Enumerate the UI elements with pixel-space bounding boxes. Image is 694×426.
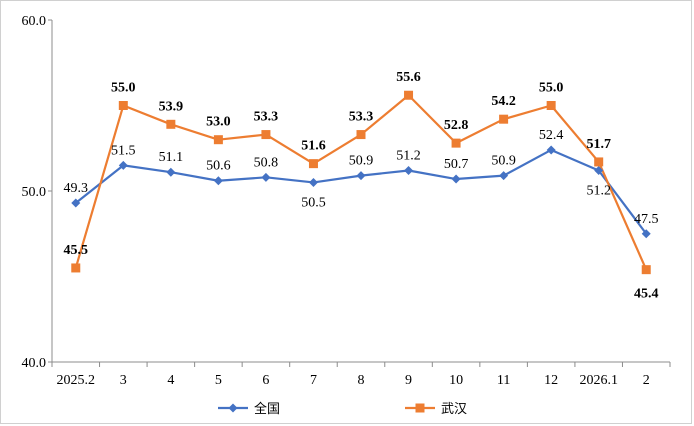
wuhan-data-label: 45.4 (634, 287, 659, 302)
wuhan-data-label: 54.2 (491, 94, 516, 109)
y-tick-label: 50.0 (22, 185, 47, 200)
wuhan-data-label: 51.7 (586, 137, 611, 152)
national-data-point (356, 171, 366, 181)
y-tick-label: 60.0 (22, 14, 47, 29)
x-tick-label: 6 (262, 373, 269, 388)
x-tick-label: 4 (167, 373, 174, 388)
wuhan-data-point (404, 90, 414, 100)
wuhan-data-point (166, 119, 176, 129)
x-tick-label: 7 (310, 373, 317, 388)
wuhan-data-point (213, 135, 223, 145)
national-data-label: 51.2 (586, 183, 611, 198)
national-data-label: 50.5 (301, 195, 326, 210)
wuhan-data-label: 51.6 (301, 139, 326, 154)
national-data-point (594, 165, 604, 175)
national-data-label: 50.7 (444, 157, 469, 172)
wuhan-data-point (71, 263, 81, 273)
national-data-label: 51.2 (396, 148, 421, 163)
wuhan-data-point (261, 130, 271, 140)
national-data-point (261, 172, 271, 182)
wuhan-data-label: 52.8 (444, 118, 469, 133)
national-data-label: 51.5 (111, 143, 136, 158)
national-data-point (546, 145, 556, 155)
wuhan-data-label: 55.0 (539, 81, 564, 96)
national-data-label: 50.9 (349, 154, 374, 169)
national-data-point (404, 165, 414, 175)
wuhan-data-label: 55.6 (396, 70, 421, 85)
wuhan-data-point (308, 159, 318, 169)
national-data-point (451, 174, 461, 184)
wuhan-data-point (641, 265, 651, 275)
national-data-label: 49.3 (64, 181, 89, 196)
wuhan-data-label: 53.3 (349, 110, 374, 125)
national-data-label: 50.6 (206, 159, 231, 174)
x-tick-label: 11 (497, 373, 510, 388)
x-tick-label: 12 (544, 373, 558, 388)
wuhan-data-label: 53.0 (206, 115, 231, 130)
x-tick-label: 2 (643, 373, 650, 388)
national-data-label: 50.9 (491, 154, 516, 169)
legend-marker-national (228, 403, 238, 413)
national-data-label: 52.4 (539, 128, 564, 143)
legend-marker-wuhan (415, 403, 425, 413)
wuhan-data-point (451, 138, 461, 148)
national-data-label: 50.8 (254, 155, 279, 170)
legend-label-wuhan: 武汉 (441, 402, 467, 417)
legend-label-national: 全国 (254, 401, 280, 417)
national-data-point (641, 229, 651, 239)
x-tick-label: 8 (358, 373, 365, 388)
wuhan-data-point (499, 114, 509, 124)
national-data-label: 51.1 (159, 150, 184, 165)
national-data-point (71, 198, 81, 208)
national-data-point (118, 160, 128, 170)
y-tick-label: 40.0 (22, 356, 47, 371)
x-tick-label: 5 (215, 373, 222, 388)
wuhan-data-label: 53.9 (159, 99, 184, 114)
national-data-point (499, 171, 509, 181)
wuhan-data-label: 53.3 (254, 110, 279, 125)
national-data-point (308, 177, 318, 187)
national-data-point (213, 176, 223, 186)
national-data-point (166, 167, 176, 177)
x-tick-label: 10 (449, 373, 463, 388)
wuhan-data-label: 45.5 (64, 243, 89, 258)
national-data-label: 47.5 (634, 212, 659, 227)
x-tick-label: 2025.2 (57, 373, 96, 388)
x-tick-label: 2026.1 (579, 373, 618, 388)
wuhan-data-label: 55.0 (111, 81, 136, 96)
x-tick-label: 9 (405, 373, 412, 388)
wuhan-data-point (356, 130, 366, 140)
wuhan-data-point (118, 101, 128, 110)
wuhan-data-point (546, 101, 556, 110)
wuhan-data-point (594, 157, 604, 167)
x-tick-label: 3 (120, 373, 127, 388)
